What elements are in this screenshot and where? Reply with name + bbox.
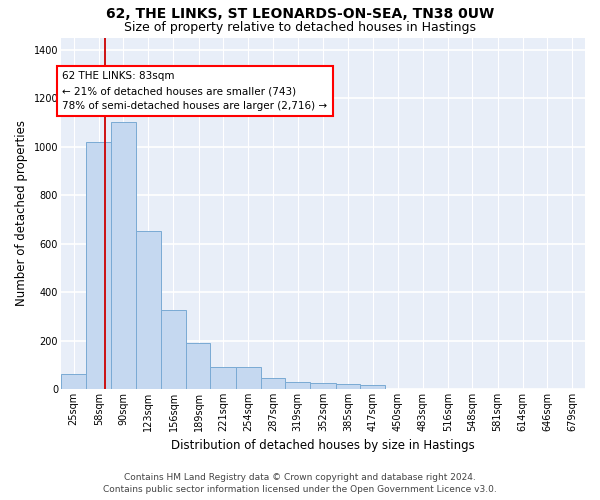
Bar [335,384,360,389]
Bar [211,367,236,389]
Bar [261,378,285,389]
Text: 62 THE LINKS: 83sqm
← 21% of detached houses are smaller (743)
78% of semi-detac: 62 THE LINKS: 83sqm ← 21% of detached ho… [62,72,328,111]
Bar [360,386,385,389]
X-axis label: Distribution of detached houses by size in Hastings: Distribution of detached houses by size … [171,440,475,452]
Bar [136,232,161,389]
Text: Size of property relative to detached houses in Hastings: Size of property relative to detached ho… [124,21,476,34]
Y-axis label: Number of detached properties: Number of detached properties [15,120,28,306]
Text: 62, THE LINKS, ST LEONARDS-ON-SEA, TN38 0UW: 62, THE LINKS, ST LEONARDS-ON-SEA, TN38 … [106,8,494,22]
Bar [186,343,211,389]
Bar [285,382,310,389]
Bar [236,367,261,389]
Bar [86,142,110,389]
Bar [61,374,86,389]
Text: Contains HM Land Registry data © Crown copyright and database right 2024.
Contai: Contains HM Land Registry data © Crown c… [103,472,497,494]
Bar [310,383,335,389]
Bar [161,310,186,389]
Bar [110,122,136,389]
